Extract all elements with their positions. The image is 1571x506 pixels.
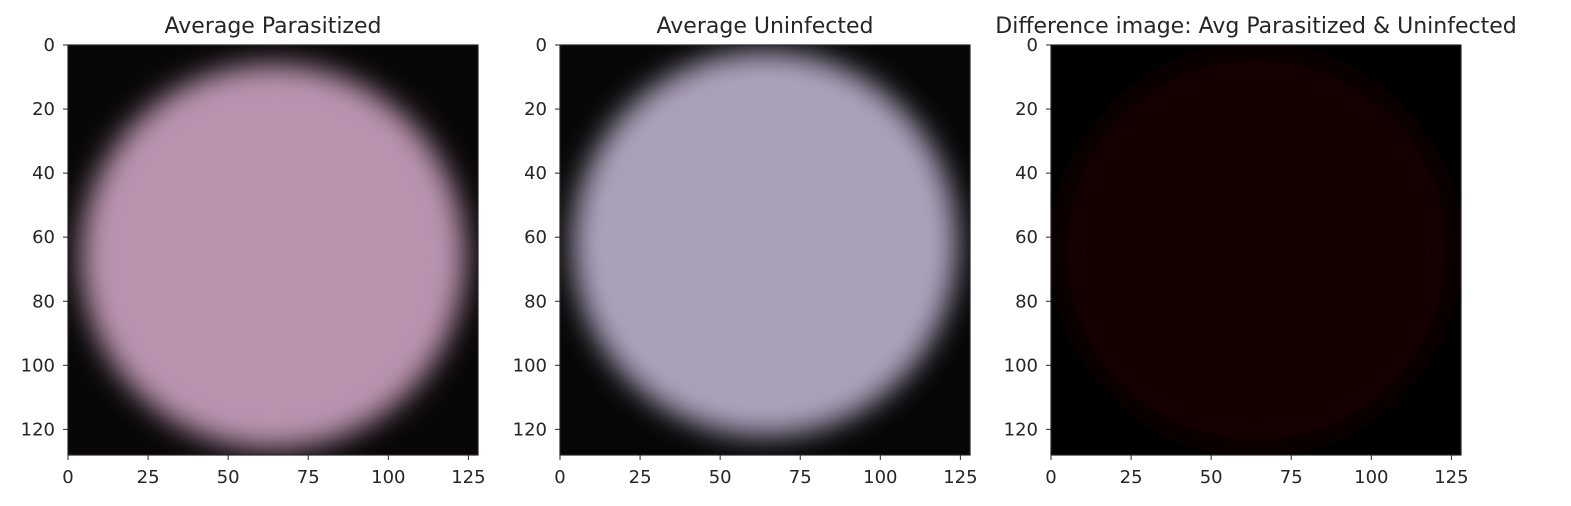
y-tick-label: 80 bbox=[524, 291, 547, 312]
y-tick-label: 20 bbox=[1015, 99, 1038, 120]
y-tick-label: 0 bbox=[536, 35, 547, 56]
cell-inner-shade bbox=[107, 91, 439, 422]
y-tick-label: 60 bbox=[1015, 227, 1038, 248]
y-axis: 0 20 40 60 80 100 120 bbox=[513, 35, 560, 440]
y-tick-label: 20 bbox=[32, 99, 55, 120]
panel-title: Average Uninfected bbox=[657, 14, 874, 39]
y-tick-label: 120 bbox=[1004, 419, 1038, 440]
cell-inner-shade bbox=[599, 78, 931, 409]
y-tick-label: 100 bbox=[21, 355, 55, 376]
y-tick-label: 40 bbox=[32, 163, 55, 184]
y-tick-label: 60 bbox=[524, 227, 547, 248]
x-tick-label: 50 bbox=[709, 467, 732, 488]
x-tick-label: 50 bbox=[217, 467, 240, 488]
x-tick-label: 50 bbox=[1200, 467, 1223, 488]
x-tick-label: 25 bbox=[137, 467, 160, 488]
x-tick-label: 75 bbox=[1280, 467, 1303, 488]
image-plot bbox=[1050, 44, 1462, 456]
y-tick-label: 100 bbox=[513, 355, 547, 376]
y-tick-label: 120 bbox=[21, 419, 55, 440]
y-tick-label: 0 bbox=[44, 35, 55, 56]
plot-frame bbox=[67, 44, 479, 456]
plot-frame bbox=[1050, 44, 1462, 456]
panel-difference-image: Difference image: Avg Parasitized & Unin… bbox=[995, 14, 1516, 488]
x-tick-label: 25 bbox=[629, 467, 652, 488]
cell-inner-shade bbox=[1085, 79, 1427, 421]
panel-title: Average Parasitized bbox=[165, 14, 382, 39]
y-tick-label: 0 bbox=[1027, 35, 1038, 56]
x-tick-label: 0 bbox=[554, 467, 565, 488]
y-tick-label: 40 bbox=[1015, 163, 1038, 184]
x-tick-label: 75 bbox=[297, 467, 320, 488]
x-tick-label: 0 bbox=[1045, 467, 1056, 488]
x-tick-label: 125 bbox=[451, 467, 485, 488]
y-tick-label: 80 bbox=[1015, 291, 1038, 312]
y-tick-label: 100 bbox=[1004, 355, 1038, 376]
image-plot bbox=[67, 44, 479, 456]
x-axis: 0 25 50 75 100 125 bbox=[554, 455, 978, 488]
plot-frame bbox=[559, 44, 971, 456]
x-axis: 0 25 50 75 100 125 bbox=[62, 455, 486, 488]
x-tick-label: 100 bbox=[1354, 467, 1388, 488]
x-tick-label: 0 bbox=[62, 467, 73, 488]
y-axis: 0 20 40 60 80 100 120 bbox=[21, 35, 68, 440]
x-tick-label: 100 bbox=[371, 467, 405, 488]
y-tick-label: 120 bbox=[513, 419, 547, 440]
x-tick-label: 125 bbox=[943, 467, 977, 488]
x-tick-label: 25 bbox=[1120, 467, 1143, 488]
x-tick-label: 125 bbox=[1434, 467, 1468, 488]
x-axis: 0 25 50 75 100 125 bbox=[1045, 455, 1469, 488]
x-tick-label: 75 bbox=[789, 467, 812, 488]
image-plot bbox=[559, 44, 971, 456]
y-tick-label: 20 bbox=[524, 99, 547, 120]
panel-average-uninfected: Average Uninfected 0 25 50 75 100 125 0 20 40 60… bbox=[513, 14, 978, 488]
y-tick-label: 40 bbox=[524, 163, 547, 184]
y-tick-label: 60 bbox=[32, 227, 55, 248]
x-tick-label: 100 bbox=[863, 467, 897, 488]
panel-title: Difference image: Avg Parasitized & Unin… bbox=[995, 14, 1516, 39]
panel-average-parasitized: Average Parasitized 0 25 50 75 100 125 0 20 40 6… bbox=[21, 14, 486, 488]
y-tick-label: 80 bbox=[32, 291, 55, 312]
y-axis: 0 20 40 60 80 100 120 bbox=[1004, 35, 1051, 440]
